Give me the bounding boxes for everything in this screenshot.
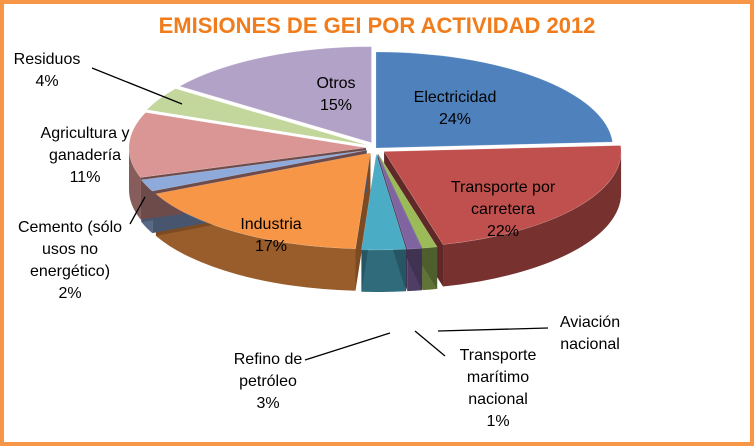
slice-side-1	[443, 151, 622, 287]
slice-9	[178, 46, 372, 144]
slice-label-2: Aviación nacional	[560, 314, 620, 353]
slice-side-7	[129, 147, 141, 220]
slice-label-0: Electricidad 24%	[414, 89, 497, 128]
slice-7	[128, 112, 367, 178]
slice-5	[155, 152, 371, 250]
leader-line-3	[414, 330, 446, 357]
slice-2	[377, 153, 438, 249]
slice-6	[140, 149, 367, 192]
pie-tops	[128, 46, 622, 251]
slice-label-7: Agricultura y ganadería 11%	[41, 125, 130, 186]
chart-title: EMISIONES DE GEI POR ACTIVIDAD 2012	[159, 13, 596, 38]
slice-8	[146, 88, 368, 146]
slice-side-4	[361, 249, 407, 292]
slice-label-8: Residuos 4%	[14, 51, 81, 90]
leader-line-6	[129, 196, 146, 225]
slice-4	[361, 153, 407, 251]
slice-label-9: Otros 15%	[316, 75, 355, 114]
leader-lines	[91, 67, 549, 361]
slice-label-6: Cemento (sólo usos no energético) 2%	[18, 219, 122, 302]
slice-label-3: Transporte marítimo nacional 1%	[460, 347, 537, 430]
leader-line-4	[304, 332, 391, 361]
slice-label-5: Industria 17%	[240, 216, 301, 255]
slice-label-1: Transporte por carretera 22%	[451, 179, 556, 240]
leader-line-2	[437, 327, 549, 332]
slice-1	[383, 145, 622, 245]
slice-label-4: Refino de petróleo 3%	[234, 351, 303, 412]
slice-side-5	[155, 193, 356, 291]
slice-labels: Electricidad 24% Transporte por carretera 22…	[14, 51, 620, 430]
leader-line-8	[91, 67, 183, 105]
slice-3	[377, 153, 423, 250]
slice-0	[375, 51, 613, 149]
